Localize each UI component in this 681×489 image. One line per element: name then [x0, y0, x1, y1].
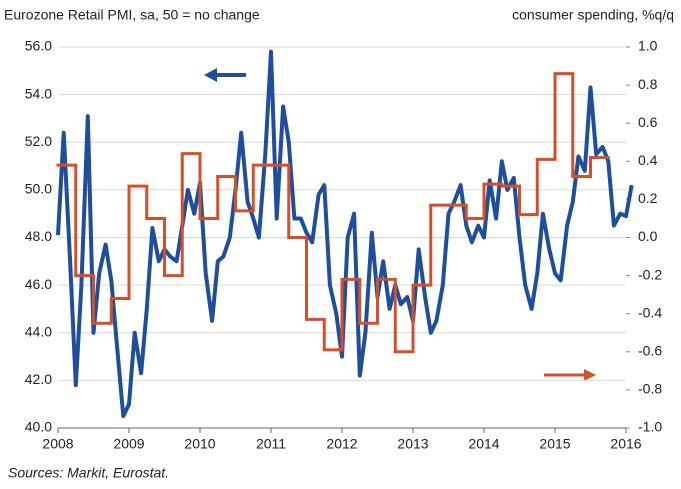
y2-tick-label: 0.0: [638, 228, 658, 244]
x-tick-label: 2014: [468, 436, 499, 452]
y2-tick-label: -1.0: [638, 419, 662, 435]
y-tick-label: 56.0: [25, 38, 52, 54]
y-tick-label: 48.0: [25, 228, 52, 244]
blue-arrow: [204, 68, 246, 82]
y2-tick-label: 0.6: [638, 114, 658, 130]
x-tick-label: 2011: [256, 436, 286, 452]
y-tick-label: 42.0: [25, 371, 52, 387]
x-tick-label: 2012: [326, 436, 357, 452]
y2-tick-label: -0.4: [638, 304, 662, 320]
y2-tick-label: -0.2: [638, 266, 662, 282]
y2-axis-label: consumer spending, %q/q: [512, 7, 674, 23]
y2-tick-label: -0.8: [638, 381, 662, 397]
x-tick-label: 2010: [184, 436, 215, 452]
y2-tick-label: 0.8: [638, 76, 658, 92]
y2-tick-label: -0.6: [638, 343, 662, 359]
y-tick-label: 46.0: [25, 276, 52, 292]
y2-tick-label: 0.2: [638, 190, 658, 206]
x-tick-label: 2013: [397, 436, 428, 452]
y2-tick-label: 1.0: [638, 38, 658, 54]
y-tick-label: 44.0: [25, 323, 52, 339]
chart-title: Eurozone Retail PMI, sa, 50 = no change: [4, 7, 260, 23]
y-tick-label: 52.0: [25, 133, 52, 149]
y-tick-label: 50.0: [25, 181, 52, 197]
y2-tick-label: 0.4: [638, 152, 658, 168]
y-tick-label: 40.0: [25, 419, 52, 435]
series-line: [56, 49, 634, 419]
x-tick-label: 2015: [539, 436, 570, 452]
y-tick-label: 54.0: [25, 85, 52, 101]
source: Sources: Markit, Eurostat.: [8, 465, 169, 481]
red-arrow: [544, 369, 596, 381]
x-tick-label: 2016: [610, 436, 641, 452]
x-tick-label: 2009: [113, 436, 144, 452]
x-tick-label: 2008: [42, 436, 73, 452]
